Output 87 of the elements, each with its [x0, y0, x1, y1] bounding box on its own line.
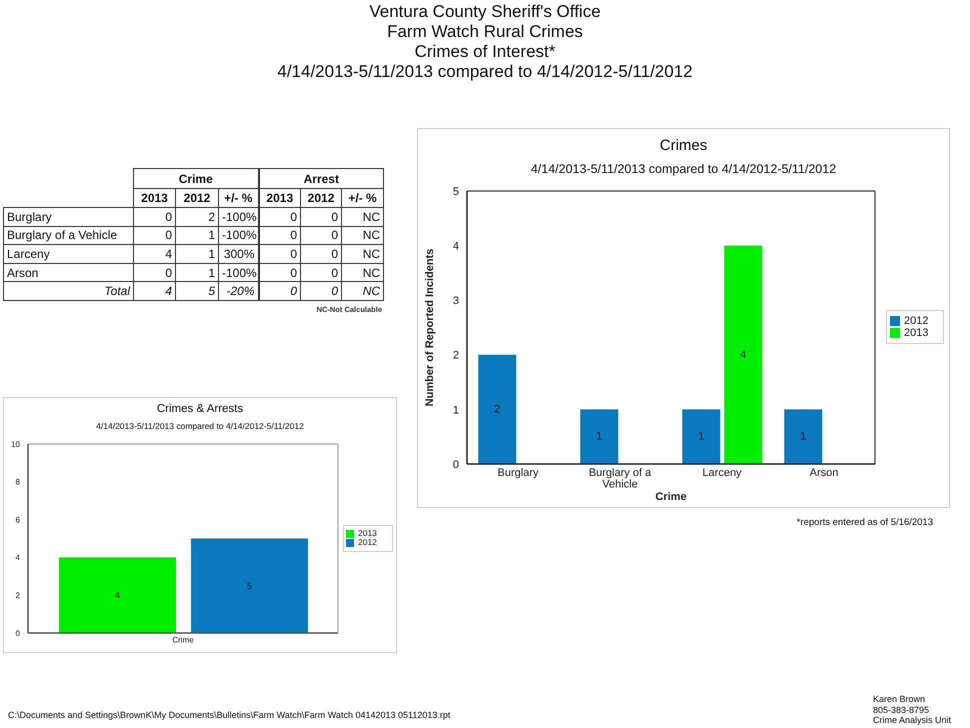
data-label: 1: [800, 430, 806, 443]
chart-subtitle: 4/14/2013-5/11/2013 compared to 4/14/2012-5/11/2012: [95, 421, 305, 431]
legend-label: 2013: [358, 528, 377, 538]
bar: [580, 409, 618, 464]
data-label: 0: [134, 226, 176, 245]
data-label: 5: [246, 580, 252, 591]
y-tick-label: 3: [452, 295, 459, 308]
text: Ventura County Sheriff's Office Farm Watch Rural Crimes Crimes of Interest* 4/14/2013-5/11/2013 compared to 4/14/2012-5/11/2012: [276, 2, 694, 82]
bar: [682, 409, 720, 464]
x-tick-label: Burglary of a Vehicle: [588, 466, 652, 490]
text: Crime Analysis Unit: [873, 715, 952, 725]
data-label: NC: [342, 263, 384, 282]
text: Crime: [134, 168, 259, 188]
data-label: 1: [176, 263, 218, 282]
data-label: 0: [300, 282, 342, 300]
data-label: 0: [300, 244, 342, 264]
data-label: 1: [698, 430, 704, 443]
text: C:\Documents and Settings\BrownK\My Documents\Bulletins\Farm Watch\Farm Watch 04142013 05112013.rpt: [8, 710, 450, 720]
x-tick-label: Burglary: [498, 466, 539, 479]
text: *reports entered as of 5/16/2013: [796, 517, 933, 528]
y-tick-label: 10: [11, 440, 21, 449]
data-label: 0: [258, 282, 301, 300]
legend-label: +/- %: [218, 188, 259, 208]
x-tick-label: Larceny: [702, 466, 742, 479]
data-label: 0: [300, 263, 342, 282]
data-label: 4: [134, 244, 176, 264]
y-tick-label: 6: [16, 515, 21, 524]
text: 2013: [134, 188, 176, 208]
data-label: 0: [258, 244, 301, 264]
legend-label: 2012: [358, 537, 377, 548]
data-label: 4: [740, 348, 746, 361]
bar: [784, 409, 822, 464]
data-label: 1: [176, 244, 218, 264]
data-label: 0: [300, 226, 342, 245]
category-label: Total: [4, 282, 134, 300]
data-label: NC: [342, 208, 384, 226]
data-label: 0: [300, 208, 342, 226]
y-axis-title: Number of Reported Incidents: [424, 248, 436, 406]
y-tick-label: 1: [452, 404, 459, 416]
data-label: 0: [134, 263, 176, 282]
bar: [478, 354, 516, 464]
category-label: Arson: [4, 263, 134, 282]
y-tick-label: 0: [452, 458, 459, 471]
text: Karen Brown: [873, 694, 926, 704]
data-label: 0: [258, 226, 301, 245]
y-tick-label: 8: [16, 478, 21, 487]
chart-subtitle: 4/14/2013-5/11/2013 compared to 4/14/2012-5/11/2012: [530, 162, 838, 176]
category-label: Larceny: [4, 244, 134, 264]
data-label: -100%: [218, 226, 259, 245]
text: Arrest: [258, 168, 384, 188]
legend-label: 2012: [904, 315, 928, 327]
legend-label: 2013: [258, 188, 301, 208]
data-label: 0: [134, 208, 176, 226]
category-label: Burglary of a Vehicle: [4, 226, 134, 245]
legend-label: 2013: [904, 327, 928, 340]
legend-label: 2012: [300, 188, 342, 208]
x-tick-label: Arson: [810, 466, 838, 479]
data-label: 2: [494, 403, 500, 416]
x-axis-title: Crime: [655, 491, 687, 503]
chart-title: Crimes & Arrests: [156, 403, 244, 415]
y-tick-label: 4: [16, 553, 21, 562]
y-tick-label: 5: [452, 186, 459, 198]
data-label: -100%: [218, 208, 259, 226]
legend-label: 2012: [176, 188, 218, 208]
data-label: 4: [134, 282, 176, 300]
data-label: 0: [258, 208, 301, 226]
y-tick-label: 2: [16, 591, 21, 600]
y-tick-label: 2: [452, 350, 459, 362]
category-label: Burglary: [4, 208, 134, 226]
data-label: 4: [114, 590, 120, 600]
data-label: 1: [176, 226, 218, 245]
data-label: -20%: [218, 282, 259, 300]
legend-label: +/- %: [342, 188, 384, 208]
bar: [724, 246, 762, 464]
data-label: 0: [258, 263, 301, 282]
data-label: NC: [342, 244, 384, 264]
text: 805-383-8795: [873, 704, 930, 714]
data-label: NC: [342, 282, 384, 300]
data-label: 300%: [218, 244, 259, 264]
data-label: 1: [596, 430, 602, 443]
data-label: 5: [176, 282, 218, 300]
y-tick-label: 0: [16, 628, 21, 638]
data-label: 2: [176, 208, 218, 226]
data-label: NC: [342, 226, 384, 245]
y-tick-label: 4: [452, 240, 459, 253]
data-label: -100%: [218, 263, 259, 282]
chart-title: Crimes: [658, 137, 708, 154]
